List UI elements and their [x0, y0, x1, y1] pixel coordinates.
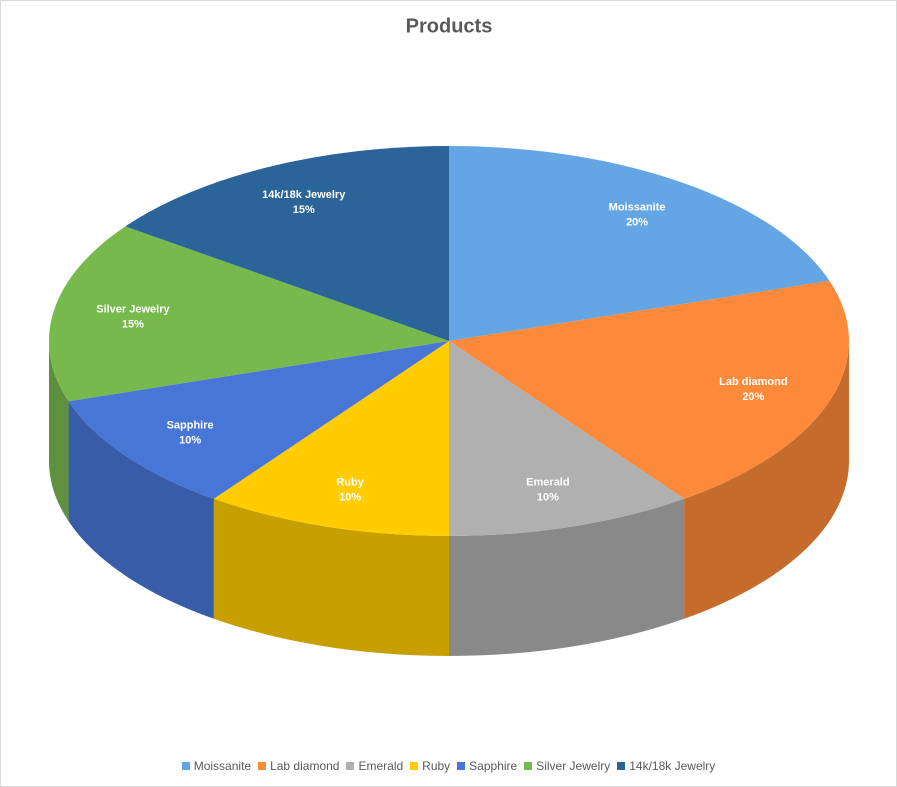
legend-swatch [181, 762, 190, 770]
legend-item: Ruby [410, 759, 450, 773]
pie-slice [49, 226, 450, 402]
legend: Moissanite Lab diamond Emerald Ruby Sapphire… [1, 759, 896, 773]
slice-side [684, 341, 849, 619]
legend-label: Ruby [422, 759, 451, 773]
data-label-value: 10% [537, 491, 559, 503]
legend-label: Moissanite [193, 759, 252, 773]
slice-side [49, 341, 69, 522]
legend-item: Silver Jewelry [524, 759, 610, 773]
legend-swatch [524, 762, 533, 770]
data-label-value: 20% [626, 217, 648, 229]
data-label-name: Moissanite [609, 202, 666, 214]
legend-swatch [457, 762, 466, 770]
data-label-name: Ruby [336, 476, 364, 488]
legend-label: 14k/18k Jewelry [629, 759, 716, 773]
data-label-value: 20% [742, 391, 764, 403]
legend-label: Lab diamond [270, 759, 340, 773]
chart-title: Products [406, 15, 493, 37]
legend-swatch [410, 762, 419, 770]
legend-label: Sapphire [469, 759, 518, 773]
data-label-name: Lab diamond [719, 376, 787, 388]
data-label-name: Silver Jewelry [96, 304, 170, 316]
pie-slice [68, 341, 449, 499]
pie-slice [125, 146, 450, 341]
pie-slice [213, 341, 449, 536]
legend-swatch [346, 762, 355, 770]
legend-item: Lab diamond [258, 759, 339, 773]
data-label-value: 15% [122, 319, 144, 331]
slice-side [68, 401, 214, 619]
legend-item: Moissanite [181, 759, 252, 773]
pie-slice [449, 341, 685, 536]
data-label-name: Emerald [526, 476, 569, 488]
legend-label: Silver Jewelry [536, 759, 611, 773]
data-label-name: Sapphire [167, 420, 214, 432]
pie-slice [449, 280, 849, 499]
legend-item: Emerald [346, 759, 403, 773]
slice-side [449, 498, 685, 656]
pie-slice [449, 146, 830, 341]
data-label-value: 10% [339, 491, 361, 503]
legend-label: Emerald [358, 759, 404, 773]
legend-item: 14k/18k Jewelry [617, 759, 715, 773]
legend-item: Sapphire [457, 759, 517, 773]
slice-side [213, 498, 449, 656]
data-label-value: 10% [179, 435, 201, 447]
legend-swatch [258, 762, 267, 770]
data-label-name: 14k/18k Jewelry [262, 189, 346, 201]
data-label-value: 15% [293, 204, 315, 216]
legend-swatch [617, 762, 626, 770]
